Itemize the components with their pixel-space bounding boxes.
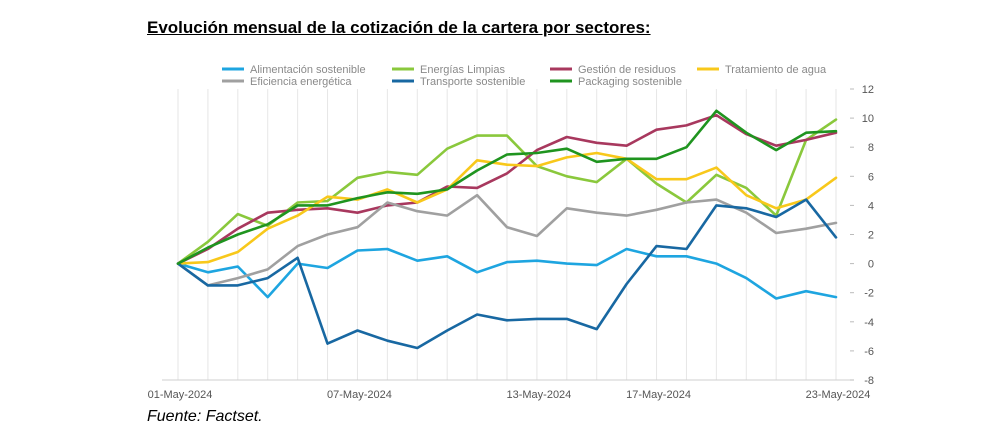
x-tick-label: 01-May-2024 bbox=[148, 389, 213, 401]
y-tick-label: -4 bbox=[864, 317, 874, 329]
y-tick-label: -6 bbox=[864, 346, 874, 358]
source-note: Fuente: Factset. bbox=[147, 408, 263, 425]
legend-label: Eficiencia energética bbox=[250, 76, 352, 88]
legend-label: Energías Limpias bbox=[420, 64, 505, 76]
legend-label: Alimentación sostenible bbox=[250, 64, 366, 76]
y-tick-label: 8 bbox=[868, 142, 874, 154]
series-line bbox=[176, 247, 838, 300]
series-line bbox=[176, 151, 838, 265]
x-tick-label: 23-May-2024 bbox=[806, 389, 871, 401]
legend-label: Packaging sostenible bbox=[578, 76, 682, 88]
legend-label: Gestión de residuos bbox=[578, 64, 676, 76]
x-tick-label: 17-May-2024 bbox=[626, 389, 691, 401]
series-line bbox=[176, 193, 838, 287]
y-tick-label: -8 bbox=[864, 375, 874, 387]
y-tick-label: -2 bbox=[864, 288, 874, 300]
y-tick-label: 4 bbox=[868, 200, 874, 212]
page-title: Evolución mensual de la cotización de la… bbox=[147, 18, 651, 37]
y-tick-label: 6 bbox=[868, 171, 874, 183]
legend-label: Tratamiento de agua bbox=[725, 64, 827, 76]
y-tick-label: 2 bbox=[868, 230, 874, 242]
chart-legend: Alimentación sostenible Energías Limpias G… bbox=[222, 64, 827, 88]
x-tick-label: 13-May-2024 bbox=[506, 389, 571, 401]
series-line bbox=[176, 109, 838, 265]
series-line bbox=[176, 198, 838, 350]
chart-axes: -8 -6 -4 -2 0 2 4 6 8 10 12 01-May-2024 07-May-2024 1… bbox=[148, 84, 874, 401]
legend-label: Transporte sostenible bbox=[420, 76, 525, 88]
chart-grid bbox=[177, 89, 837, 380]
x-tick-label: 07-May-2024 bbox=[327, 389, 392, 401]
y-tick-label: 0 bbox=[868, 259, 874, 271]
chart-series bbox=[176, 109, 838, 350]
y-tick-label: 12 bbox=[862, 84, 874, 96]
y-tick-label: 10 bbox=[862, 113, 874, 125]
